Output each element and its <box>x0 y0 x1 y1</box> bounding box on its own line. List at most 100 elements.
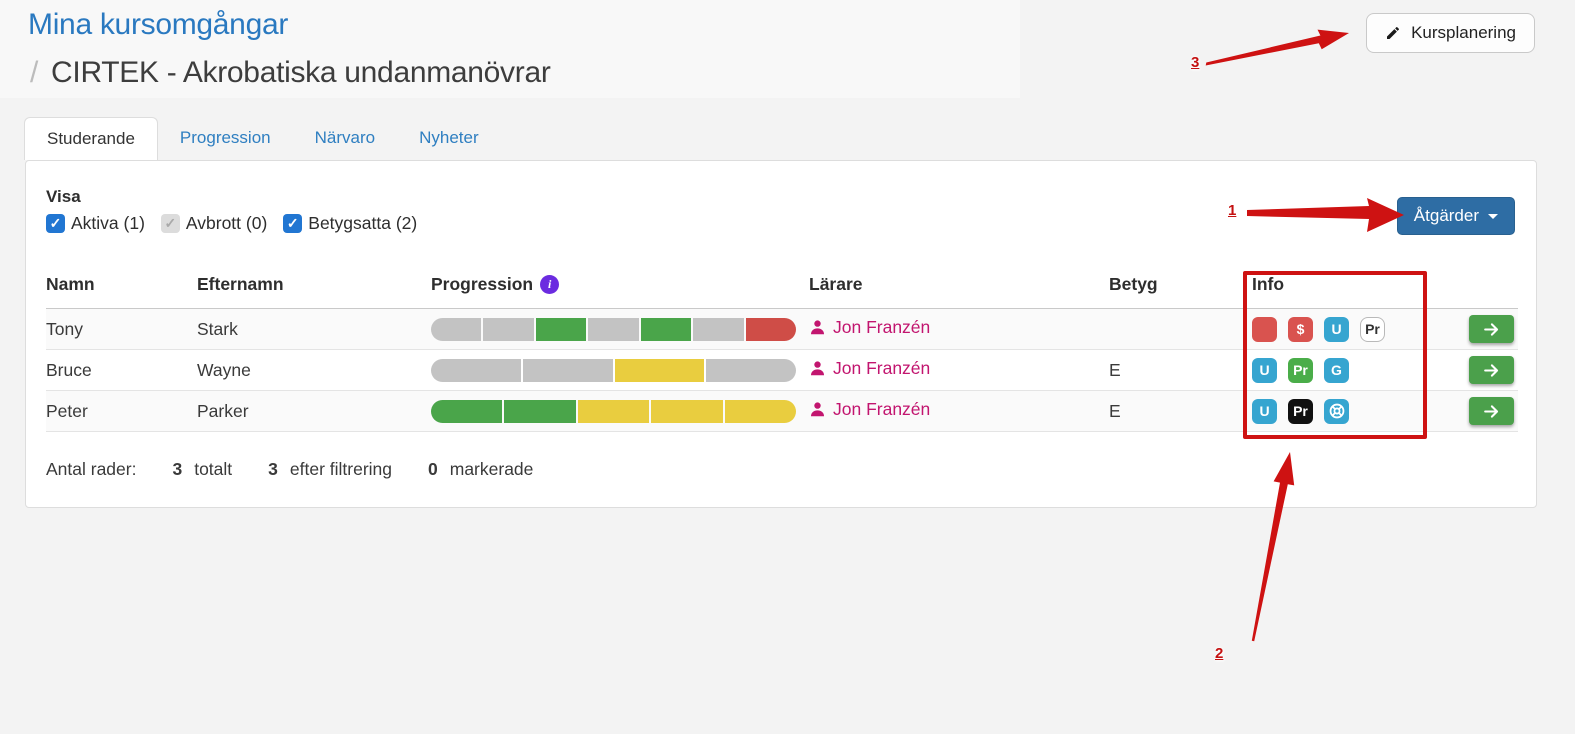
grade-cell: E <box>1109 359 1121 380</box>
filter-aktiva[interactable]: ✓ Aktiva (1) <box>46 213 145 234</box>
info-badge: $ <box>1288 316 1313 342</box>
tab-progression[interactable]: Progression <box>179 128 271 147</box>
kursplanering-button[interactable]: Kursplanering <box>1366 13 1535 53</box>
info-badge: G <box>1324 357 1349 383</box>
aktiva-checkbox[interactable]: ✓ <box>46 214 65 233</box>
info-badges-cell: U Pr G <box>1252 357 1456 383</box>
open-student-button[interactable] <box>1469 356 1514 384</box>
life-ring-badge <box>1324 398 1349 424</box>
filter-betygsatta[interactable]: ✓ Betygsatta (2) <box>283 213 417 234</box>
progression-bar <box>431 399 796 423</box>
tab-bar: Studerande Progression Närvaro Nyheter <box>24 117 501 160</box>
total-count: 3 <box>172 459 183 479</box>
header-background <box>0 0 1020 98</box>
progression-cell <box>431 317 809 341</box>
info-badge: Pr <box>1288 398 1313 424</box>
progress-segment-yellow <box>651 399 723 423</box>
grade-cell: E <box>1109 400 1121 421</box>
teacher-link[interactable]: Jon Franzén <box>809 358 930 379</box>
tab-narvaro[interactable]: Närvaro <box>314 128 376 147</box>
header-namn: Namn <box>46 274 95 294</box>
tab-nyheter[interactable]: Nyheter <box>419 128 479 147</box>
table-header-row: Namn Efternamn Progression i Lärare Bety… <box>46 261 1518 309</box>
filtered-label: efter filtrering <box>289 459 393 479</box>
betygsatta-label: Betygsatta (2) <box>308 213 418 233</box>
progress-segment-red <box>745 317 796 341</box>
table-body: Tony Stark Jon Franzén $ U Pr Bruce Wayne Jon Fr… <box>46 309 1518 432</box>
last-name-cell: Wayne <box>197 359 251 380</box>
betygsatta-checkbox[interactable]: ✓ <box>283 214 303 233</box>
page-title-link[interactable]: Mina kursomgångar <box>28 8 289 41</box>
header-progression-label: Progression <box>431 274 534 294</box>
row-actions-cell <box>1456 315 1518 343</box>
person-icon <box>810 361 825 376</box>
last-name-cell: Parker <box>197 400 249 421</box>
table-row: Bruce Wayne Jon Franzén E U Pr G <box>46 350 1518 391</box>
filter-checkboxes: ✓ Aktiva (1) ✓ Avbrott (0) ✓ Betygsatta … <box>46 213 417 234</box>
progression-bar <box>431 317 796 341</box>
selected-count: 0 <box>428 459 438 479</box>
first-name-cell: Peter <box>46 400 88 421</box>
table-row: Tony Stark Jon Franzén $ U Pr <box>46 309 1518 350</box>
chevron-down-icon <box>1488 213 1498 219</box>
progression-cell <box>431 358 809 382</box>
table-row: Peter Parker Jon Franzén E U Pr <box>46 391 1518 432</box>
progress-segment-green <box>504 399 576 423</box>
progress-segment-yellow <box>724 399 796 423</box>
first-name-cell: Bruce <box>46 359 92 380</box>
row-count-summary: Antal rader: 3 totalt 3 efter filtrering… <box>46 459 533 480</box>
info-badge: U <box>1252 357 1277 383</box>
breadcrumb: / CIRTEK - Akrobatiska undanmanövrar <box>30 56 551 90</box>
tab-studerande[interactable]: Studerande <box>24 117 158 160</box>
info-badge: U <box>1324 316 1349 342</box>
students-table: Namn Efternamn Progression i Lärare Bety… <box>46 261 1518 432</box>
filters-title: Visa <box>46 187 81 206</box>
life-ring-icon <box>1329 403 1344 419</box>
selected-label: markerade <box>449 459 534 479</box>
row-actions-cell <box>1456 356 1518 384</box>
students-panel: Visa ✓ Aktiva (1) ✓ Avbrott (0) ✓ Betygs… <box>25 160 1537 508</box>
arrow-right-icon <box>1484 404 1499 418</box>
person-icon <box>810 320 825 335</box>
teacher-cell: Jon Franzén <box>809 399 1109 423</box>
kursplanering-label: Kursplanering <box>1411 23 1516 42</box>
row-actions-cell <box>1456 397 1518 425</box>
progression-cell <box>431 399 809 423</box>
last-name-cell: Stark <box>197 318 238 339</box>
teacher-link[interactable]: Jon Franzén <box>809 399 930 420</box>
info-circle-icon[interactable]: i <box>540 275 560 294</box>
open-student-button[interactable] <box>1469 397 1514 425</box>
progression-bar <box>431 358 796 382</box>
header-betyg: Betyg <box>1109 274 1158 294</box>
filter-avbrott[interactable]: ✓ Avbrott (0) <box>160 213 267 234</box>
open-student-button[interactable] <box>1469 315 1514 343</box>
avbrott-checkbox[interactable]: ✓ <box>160 214 180 233</box>
progress-segment-yellow <box>614 358 705 382</box>
atgarder-button[interactable]: Åtgärder <box>1396 197 1515 235</box>
arrow-right-icon <box>1484 322 1499 336</box>
teacher-link[interactable]: Jon Franzén <box>809 317 930 338</box>
teacher-name: Jon Franzén <box>833 317 931 337</box>
pencil-icon <box>1385 25 1401 41</box>
teacher-name: Jon Franzén <box>833 358 931 378</box>
info-badge: U <box>1252 398 1277 424</box>
header-efternamn: Efternamn <box>197 274 284 294</box>
filtered-count: 3 <box>268 459 278 479</box>
progress-segment-yellow <box>577 399 650 423</box>
arrow-right-icon <box>1484 363 1499 377</box>
header-larare: Lärare <box>809 274 863 294</box>
teacher-name: Jon Franzén <box>833 399 931 419</box>
progress-segment-gray <box>693 317 744 341</box>
atgarder-label: Åtgärder <box>1413 206 1479 225</box>
annotation-number-2: 2 <box>1215 645 1224 662</box>
header-info: Info <box>1252 274 1285 294</box>
annotation-arrow-3 <box>1205 29 1349 66</box>
progress-segment-green <box>535 317 587 341</box>
first-name-cell: Tony <box>46 318 83 339</box>
info-badge <box>1252 316 1277 342</box>
summary-label: Antal rader: <box>46 459 137 479</box>
progress-segment-gray <box>706 358 796 382</box>
progress-segment-gray <box>522 358 613 382</box>
progress-segment-gray <box>483 317 534 341</box>
breadcrumb-separator: / <box>30 56 39 89</box>
